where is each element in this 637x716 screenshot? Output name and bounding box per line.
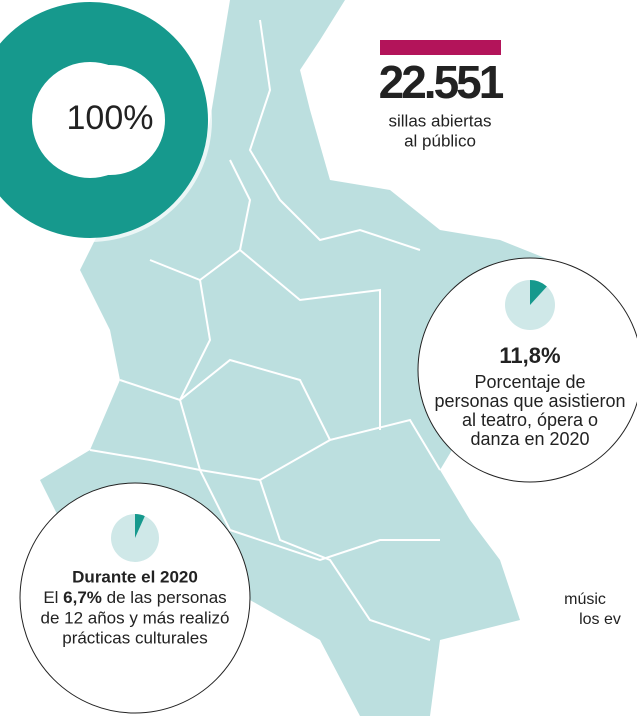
seats-text: al público [404, 131, 476, 150]
ring-label: 100% [67, 99, 154, 137]
culture-circle [19, 482, 251, 714]
pie-slice [530, 280, 547, 305]
seats-number: 22.551 [379, 56, 504, 108]
theatre-line: personas que asistieron [434, 391, 625, 411]
culture-value: 6,7% [63, 588, 102, 607]
accent-bar [380, 40, 501, 55]
theatre-line: danza en 2020 [470, 429, 589, 449]
cut-text: músic [564, 591, 606, 608]
cut-text: los ev [579, 611, 621, 628]
map-borders [89, 19, 441, 641]
ring-center [55, 65, 165, 175]
pie-slice [135, 514, 145, 538]
theatre-line: al teatro, ópera o [462, 410, 598, 430]
theatre-circle [417, 257, 637, 483]
pie [111, 514, 159, 562]
theatre-value: 11,8% [499, 343, 560, 368]
text: El [43, 588, 58, 607]
pie [505, 280, 555, 330]
culture-title: Durante el 2020 [72, 567, 198, 586]
text: de las personas [107, 588, 227, 607]
theatre-line: Porcentaje de [474, 372, 585, 392]
seats-text: sillas abiertas [389, 111, 492, 130]
ring [0, 2, 208, 238]
culture-line: prácticas culturales [62, 628, 208, 647]
culture-text: El 6,7% de las personas [43, 588, 226, 607]
culture-line: de 12 años y más realizó [41, 608, 230, 627]
